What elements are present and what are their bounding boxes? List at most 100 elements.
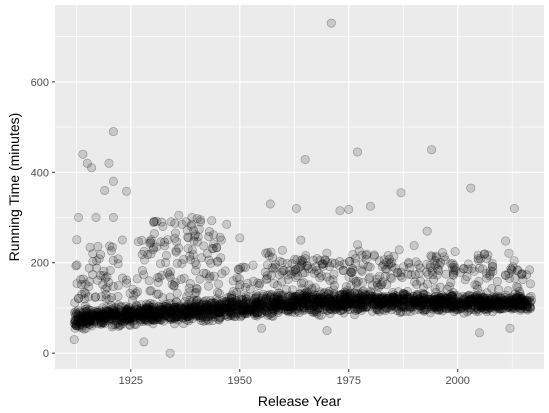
data-point [81,319,91,329]
data-point [356,295,366,305]
data-point [457,298,467,308]
data-point [108,315,118,325]
data-point [217,296,227,306]
data-point [262,307,272,317]
data-point [116,314,126,324]
data-point [428,304,438,314]
data-point [399,295,409,305]
data-point [293,295,303,305]
data-point [194,305,204,315]
data-point [525,279,535,289]
data-point [291,204,301,214]
data-point [268,297,278,307]
data-point [520,297,530,307]
data-point [413,294,423,304]
data-point [499,300,509,310]
data-point [482,296,492,306]
data-point [94,312,104,322]
data-point [77,314,87,324]
data-point [156,302,166,312]
data-point [410,297,420,307]
data-point [369,293,379,303]
data-point [437,294,447,304]
data-point [425,301,435,311]
data-point [265,199,275,209]
data-point [186,306,196,316]
data-point [190,302,200,312]
data-point [170,313,180,323]
data-point [248,304,258,314]
data-point [106,309,116,319]
data-point [422,259,432,269]
data-point [201,303,211,313]
data-point [165,298,175,308]
data-point [103,312,113,322]
data-point [185,302,195,312]
data-point [185,303,195,313]
data-point [403,297,413,307]
data-point [266,294,276,304]
data-point [85,316,95,326]
data-point [167,313,177,323]
data-point [498,304,508,314]
x-tick-label: 1950 [228,375,252,387]
data-point [265,289,275,299]
data-point [291,304,301,314]
data-point [440,255,450,265]
data-point [96,312,106,322]
data-point [114,315,124,325]
data-point [77,311,87,321]
data-point [340,300,350,310]
data-point [167,279,177,289]
data-point [122,305,132,315]
data-point [516,303,526,313]
data-point [177,219,187,229]
data-point [310,283,320,293]
data-point [98,316,108,326]
data-point [352,147,362,157]
data-point [382,295,392,305]
data-point [293,296,303,306]
data-point [261,301,271,311]
data-point [106,301,116,311]
data-point [320,299,330,309]
data-point [183,233,193,243]
data-point [283,307,293,317]
data-point [205,304,215,314]
data-point [185,305,195,315]
data-point [342,299,352,309]
data-point [451,303,461,313]
data-point [262,295,272,305]
data-point [480,298,490,308]
data-point [220,299,230,309]
data-point [298,298,308,308]
data-point [310,300,320,310]
data-point [398,293,408,303]
data-point [353,293,363,303]
data-point [513,300,523,310]
data-point [267,308,277,318]
data-point [198,310,208,320]
data-point [293,294,303,304]
data-point [497,294,507,304]
data-point [398,301,408,311]
data-point [141,304,151,314]
data-point [142,311,152,321]
data-point [418,293,428,303]
data-point [435,293,445,303]
data-point [421,297,431,307]
data-point [358,301,368,311]
data-point [426,251,436,261]
data-point [154,301,164,311]
data-point [421,295,431,305]
data-point [315,294,325,304]
data-point [269,294,279,304]
data-point [244,301,254,311]
data-point [343,298,353,308]
data-point [256,298,266,308]
data-point [445,289,455,299]
data-point [128,310,138,320]
data-point [375,297,385,307]
data-point [352,305,362,315]
